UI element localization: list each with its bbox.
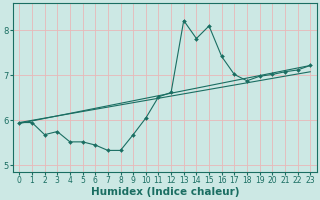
X-axis label: Humidex (Indice chaleur): Humidex (Indice chaleur) [91,187,239,197]
